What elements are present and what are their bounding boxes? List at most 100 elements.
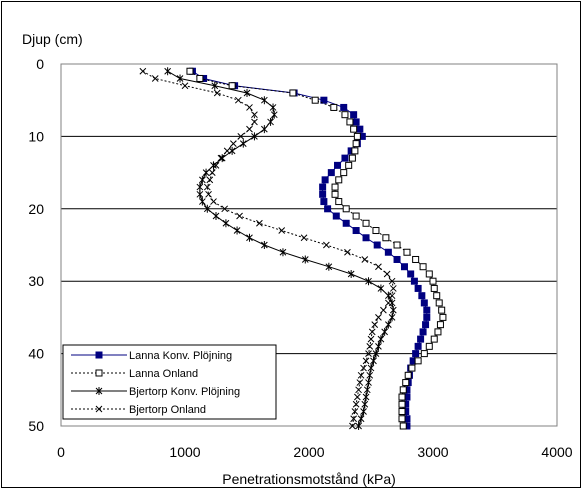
- y-tick-label-30: 30: [28, 273, 44, 289]
- series-1-point-35: [437, 322, 443, 328]
- series-2-point-40: [370, 357, 376, 365]
- series-2-point-41: [368, 364, 374, 372]
- series-2-point-22: [234, 227, 240, 235]
- series-0-point-32: [421, 300, 427, 306]
- legend-marker-1: [96, 370, 102, 376]
- series-1-point-29: [430, 278, 436, 284]
- series-3-point-21: [256, 220, 262, 226]
- series-3-point-35: [372, 322, 378, 328]
- series-0-point-21: [343, 220, 349, 226]
- series-2-point-42: [367, 371, 373, 379]
- series-0-point-30: [415, 285, 421, 291]
- series-2-point-44: [364, 386, 370, 394]
- series-1-point-49: [400, 423, 406, 429]
- x-tick-label-1000: 1000: [169, 444, 200, 460]
- series-3-point-34: [375, 314, 381, 320]
- y-tick-label-40: 40: [28, 346, 44, 362]
- series-1-point-32: [436, 300, 442, 306]
- series-2-point-24: [261, 241, 267, 249]
- legend-label-0: Lanna Konv. Plöjning: [129, 350, 232, 362]
- gridlines: [61, 136, 557, 353]
- series-0-point-24: [374, 242, 380, 248]
- series-1-point-6: [342, 112, 348, 118]
- series-2-point-35: [385, 321, 391, 329]
- series-1-point-37: [431, 336, 437, 342]
- legend-label-3: Bjertorp Onland: [129, 404, 206, 416]
- series-0-point-20: [333, 213, 339, 219]
- series-0-point-8: [357, 126, 363, 132]
- series-0-point-25: [385, 249, 391, 255]
- series-0-point-5: [341, 104, 347, 110]
- series-3-point-2: [182, 83, 188, 89]
- series-1-point-10: [353, 141, 359, 147]
- series-3-point-32: [385, 300, 391, 306]
- x-tick-label-3000: 3000: [417, 444, 448, 460]
- series-2-point-16: [197, 183, 203, 191]
- series-1-point-19: [343, 206, 349, 212]
- x-tick-label-2000: 2000: [293, 444, 324, 460]
- series-3-point-11: [224, 148, 230, 154]
- series-2-point-31: [385, 292, 391, 300]
- series-1-point-5: [331, 104, 337, 110]
- x-axis-ticks: 0 1000 2000 3000 4000: [57, 444, 573, 460]
- series-0-point-19: [325, 206, 331, 212]
- series-3-point-36: [369, 329, 375, 335]
- series-1-point-41: [409, 365, 415, 371]
- series-0-point-34: [424, 314, 430, 320]
- series-1-point-39: [421, 351, 427, 357]
- series-1-point-26: [413, 256, 419, 262]
- series-0-point-28: [408, 271, 414, 277]
- series-0-point-29: [411, 278, 417, 284]
- series-2-point-48: [358, 415, 364, 423]
- series-3-point-7: [251, 119, 257, 125]
- series-3-point-41: [361, 365, 367, 371]
- series-3-point-10: [230, 141, 236, 147]
- series-0-point-15: [322, 177, 328, 183]
- y-tick-label-0: 0: [36, 56, 44, 72]
- series-2-point-10: [240, 140, 246, 148]
- series-0-point-13: [335, 162, 341, 168]
- series-3-point-14: [209, 170, 215, 176]
- series-3-point-33: [380, 307, 386, 313]
- series-3-point-27: [375, 264, 381, 270]
- series-1-point-46: [399, 401, 405, 407]
- series-1-point-16: [332, 184, 338, 190]
- series-1-point-18: [336, 199, 342, 205]
- x-axis-title: Penetrationsmotstånd (kPa): [222, 471, 396, 487]
- series-2-point-30: [378, 284, 384, 292]
- series-1-point-15: [336, 177, 342, 183]
- legend: Lanna Konv. PlöjningLanna OnlandBjertorp…: [63, 345, 276, 419]
- series-0-point-22: [353, 228, 359, 234]
- series-2-point-26: [302, 255, 308, 263]
- series-1-point-24: [394, 242, 400, 248]
- series-3-point-44: [356, 387, 362, 393]
- series-2-point-33: [390, 306, 396, 314]
- series-1-point-44: [400, 387, 406, 393]
- y-tick-label-10: 10: [28, 128, 44, 144]
- series-0-point-36: [420, 329, 426, 335]
- series-3-point-15: [207, 177, 213, 183]
- series-2-point-17: [197, 190, 203, 198]
- series-2-point-15: [199, 176, 205, 184]
- series-1-point-33: [439, 307, 445, 313]
- series-2-point-46: [362, 400, 368, 408]
- series-2-point-4: [261, 96, 267, 104]
- series-2-point-36: [382, 328, 388, 336]
- series-3-point-8: [246, 126, 252, 132]
- series-1-point-20: [353, 213, 359, 219]
- series-1-point-2: [229, 83, 235, 89]
- series-1-point-8: [351, 126, 357, 132]
- series-1-point-40: [415, 358, 421, 364]
- series-1-point-28: [426, 271, 432, 277]
- series-1-point-12: [349, 155, 355, 161]
- series-1-point-4: [312, 97, 318, 103]
- series-3-point-0: [140, 68, 146, 74]
- series-2-point-38: [375, 342, 381, 350]
- series-1-point-21: [363, 220, 369, 226]
- series-1-point-11: [352, 148, 358, 154]
- series-0-point-12: [342, 155, 348, 161]
- series-2-point-34: [389, 313, 395, 321]
- series-0-point-31: [419, 293, 425, 299]
- series-2-point-43: [366, 379, 372, 387]
